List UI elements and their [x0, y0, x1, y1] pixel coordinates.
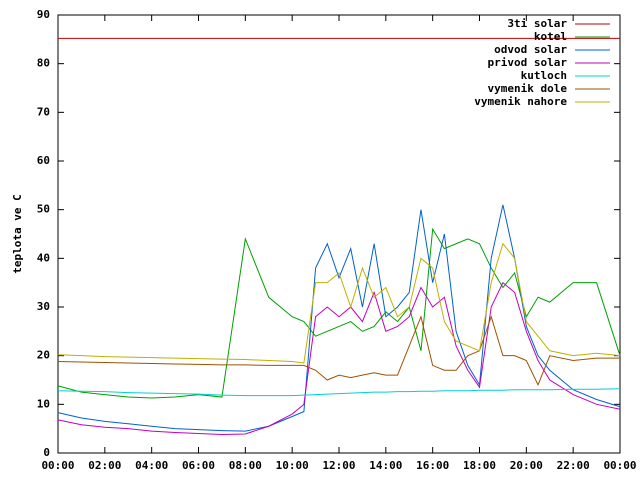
x-tick-label: 06:00: [182, 459, 215, 472]
series-line: [57, 281, 621, 436]
y-tick-label: 30: [37, 300, 50, 313]
legend-label: kutloch: [521, 69, 567, 82]
y-tick-label: 60: [37, 154, 50, 167]
y-tick-label: 20: [37, 349, 50, 362]
series-line: [57, 242, 621, 364]
x-tick-label: 14:00: [369, 459, 402, 472]
y-tick-label: 40: [37, 251, 50, 264]
series-line: [57, 315, 620, 387]
y-tick-label: 0: [43, 446, 50, 459]
legend-label: privod solar: [488, 56, 568, 69]
x-tick-label: 02:00: [88, 459, 121, 472]
x-tick-label: 08:00: [229, 459, 262, 472]
y-tick-label: 10: [37, 397, 50, 410]
y-tick-label: 80: [37, 57, 50, 70]
y-axis-label: teplota ve C: [11, 194, 24, 273]
series-line: [57, 227, 621, 399]
legend-label: vymenik nahore: [474, 95, 567, 108]
series-line: [57, 388, 621, 397]
legend-label: kotel: [534, 30, 567, 43]
y-tick-label: 50: [37, 203, 50, 216]
legend-label: odvod solar: [494, 43, 567, 56]
legend-label: 3ti solar: [507, 17, 567, 30]
x-tick-label: 04:00: [135, 459, 168, 472]
x-tick-label: 16:00: [416, 459, 449, 472]
x-tick-label: 18:00: [463, 459, 496, 472]
x-tick-label: 00:00: [41, 459, 74, 472]
y-tick-label: 70: [37, 105, 50, 118]
y-tick-label: 90: [37, 8, 50, 21]
x-tick-label: 22:00: [557, 459, 590, 472]
x-tick-label: 00:00: [603, 459, 636, 472]
x-tick-label: 10:00: [276, 459, 309, 472]
x-tick-label: 12:00: [322, 459, 355, 472]
x-tick-label: 20:00: [510, 459, 543, 472]
legend-label: vymenik dole: [488, 82, 568, 95]
